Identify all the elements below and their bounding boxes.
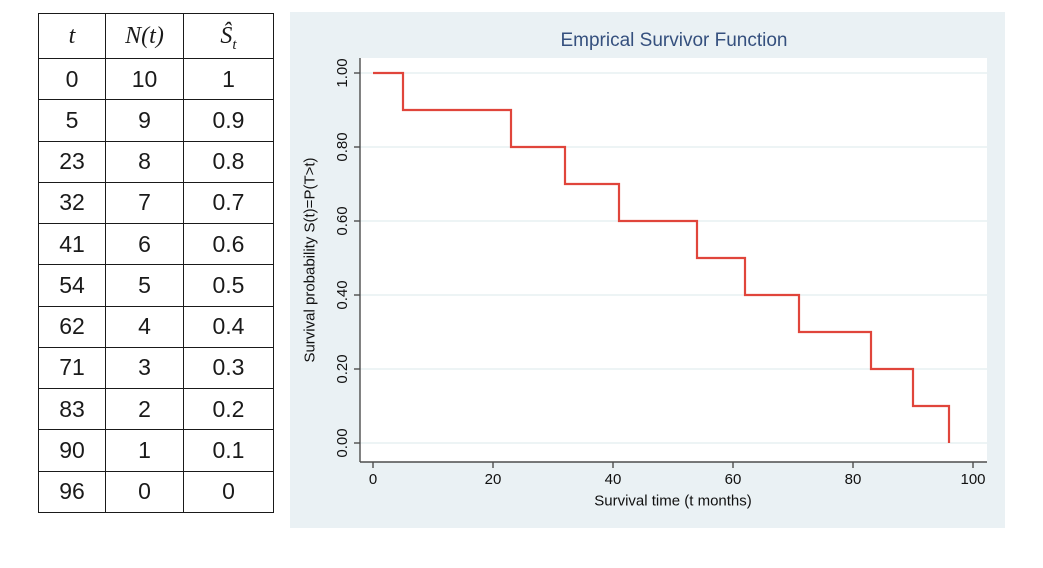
col-header-s-hat: Ŝt — [183, 13, 274, 59]
plot-area — [360, 58, 987, 462]
x-axis-title: Survival time (t months) — [594, 492, 752, 510]
table-row: 0 10 1 — [38, 57, 274, 101]
table-row: 5 9 0.9 — [38, 99, 274, 142]
table-cell: 96 — [38, 470, 106, 514]
table-cell: 3 — [105, 346, 184, 390]
col-header-n-of-t: N(t) — [105, 13, 184, 59]
table-cell: 8 — [105, 140, 184, 183]
y-tick-label: 0.60 — [334, 206, 351, 235]
x-tick-label: 40 — [605, 471, 622, 488]
table-cell: 2 — [105, 388, 184, 431]
table-cell: 0 — [38, 57, 106, 101]
table-cell: 10 — [105, 57, 184, 101]
survivor-step-chart: 0.00 0.20 0.40 0.60 0.80 1.00 0 20 40 60 80 100 — [334, 58, 987, 488]
survival-step-line — [373, 71, 951, 443]
chart-title: Emprical Survivor Function — [560, 30, 788, 51]
table-row: 23 8 0.8 — [38, 140, 274, 183]
x-tick-label: 100 — [960, 471, 985, 488]
table-cell: 0 — [183, 470, 274, 514]
y-tick-label: 0.80 — [334, 132, 351, 161]
table-cell: 0 — [105, 470, 184, 514]
table-cell: 90 — [38, 429, 106, 472]
table-cell: 0.4 — [183, 305, 274, 348]
table-cell: 23 — [38, 140, 106, 183]
y-tick-label: 0.40 — [334, 280, 351, 309]
table-cell: 62 — [38, 305, 106, 348]
x-tick-label: 60 — [725, 471, 742, 488]
table-row: 54 5 0.5 — [38, 264, 274, 307]
table-cell: 0.7 — [183, 181, 274, 225]
table-cell: 5 — [38, 99, 106, 142]
table-cell: 83 — [38, 388, 106, 431]
table-row: 62 4 0.4 — [38, 305, 274, 348]
table-cell: 1 — [183, 57, 274, 101]
table-cell: 4 — [105, 305, 184, 348]
table-cell: 9 — [105, 99, 184, 142]
y-axis-title: Survival probability S(t)=P(T>t) — [301, 157, 319, 363]
s-hat-base: Ŝ — [220, 22, 233, 49]
table-cell: 1 — [105, 429, 184, 472]
table-cell: 0.8 — [183, 140, 274, 183]
table-cell: 0.1 — [183, 429, 274, 472]
table-header-row: t N(t) Ŝt — [38, 13, 274, 59]
table-row: 71 3 0.3 — [38, 346, 274, 390]
table-cell: 7 — [105, 181, 184, 225]
table-cell: 32 — [38, 181, 106, 225]
col-header-t: t — [38, 13, 106, 59]
x-tick-label: 0 — [369, 471, 377, 488]
table-row: 32 7 0.7 — [38, 181, 274, 225]
table-cell: 54 — [38, 264, 106, 307]
y-tick-label: 0.00 — [334, 428, 351, 457]
x-tick-label: 80 — [845, 471, 862, 488]
table-row: 41 6 0.6 — [38, 223, 274, 266]
table-row: 96 0 0 — [38, 470, 274, 514]
table-cell: 71 — [38, 346, 106, 390]
table-cell: 0.6 — [183, 223, 274, 266]
table-row: 83 2 0.2 — [38, 388, 274, 431]
y-tick-label: 1.00 — [334, 58, 351, 87]
table-cell: 41 — [38, 223, 106, 266]
table-row: 90 1 0.1 — [38, 429, 274, 472]
table-cell: 0.5 — [183, 264, 274, 307]
s-hat-subscript: t — [232, 36, 237, 53]
table-cell: 5 — [105, 264, 184, 307]
x-tick-label: 20 — [485, 471, 502, 488]
chart-panel: 0.00 0.20 0.40 0.60 0.80 1.00 0 20 40 60 80 100 Emp… — [290, 12, 1005, 528]
table-cell: 0.2 — [183, 388, 274, 431]
y-tick-label: 0.20 — [334, 354, 351, 383]
survival-table: t N(t) Ŝt 0 10 1 5 9 0.9 23 8 0.8 32 7 0.7 41 6 0.6 54 5… — [38, 13, 274, 514]
table-cell: 6 — [105, 223, 184, 266]
table-cell: 0.3 — [183, 346, 274, 390]
table-cell: 0.9 — [183, 99, 274, 142]
